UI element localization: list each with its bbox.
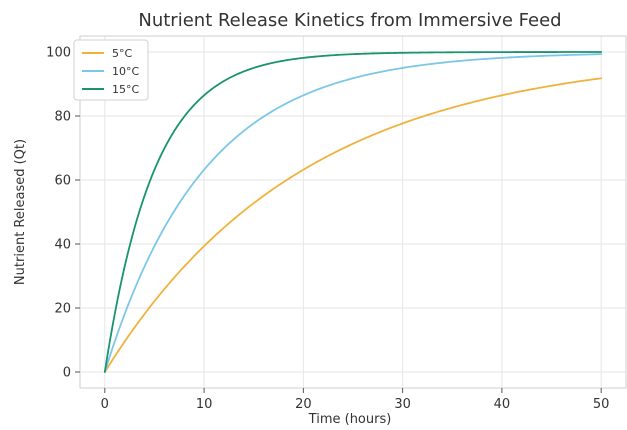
plot-frame xyxy=(79,35,627,389)
y-tick-label: 60 xyxy=(54,174,71,189)
chart-title: Nutrient Release Kinetics from Immersive… xyxy=(138,10,561,31)
x-tick-label: 0 xyxy=(101,397,109,412)
y-tick-label: 20 xyxy=(54,302,71,317)
y-axis-label: Nutrient Released (Qt) xyxy=(13,139,28,285)
y-tick-label: 100 xyxy=(46,46,71,61)
x-ticks: 0 10 20 30 40 50 xyxy=(101,388,610,412)
x-axis-label: Time (hours) xyxy=(308,412,392,427)
x-tick-label: 10 xyxy=(196,397,213,412)
series-line xyxy=(103,77,603,373)
series-line xyxy=(103,51,603,373)
series-group xyxy=(103,51,603,373)
y-tick-label: 40 xyxy=(54,238,71,253)
legend-label: 5°C xyxy=(112,47,132,60)
x-tick-label: 40 xyxy=(494,397,511,412)
y-tick-label: 80 xyxy=(54,110,71,125)
y-ticks: 0 20 40 60 80 100 xyxy=(46,46,80,381)
x-tick-label: 30 xyxy=(394,397,411,412)
legend-label: 10°C xyxy=(112,65,139,78)
y-tick-label: 0 xyxy=(63,366,71,381)
legend-box xyxy=(73,39,149,101)
legend-label: 15°C xyxy=(112,83,139,96)
series-line xyxy=(103,53,603,373)
x-tick-label: 50 xyxy=(593,397,610,412)
x-tick-label: 20 xyxy=(295,397,312,412)
legend: 5°C 10°C 15°C xyxy=(73,39,149,101)
